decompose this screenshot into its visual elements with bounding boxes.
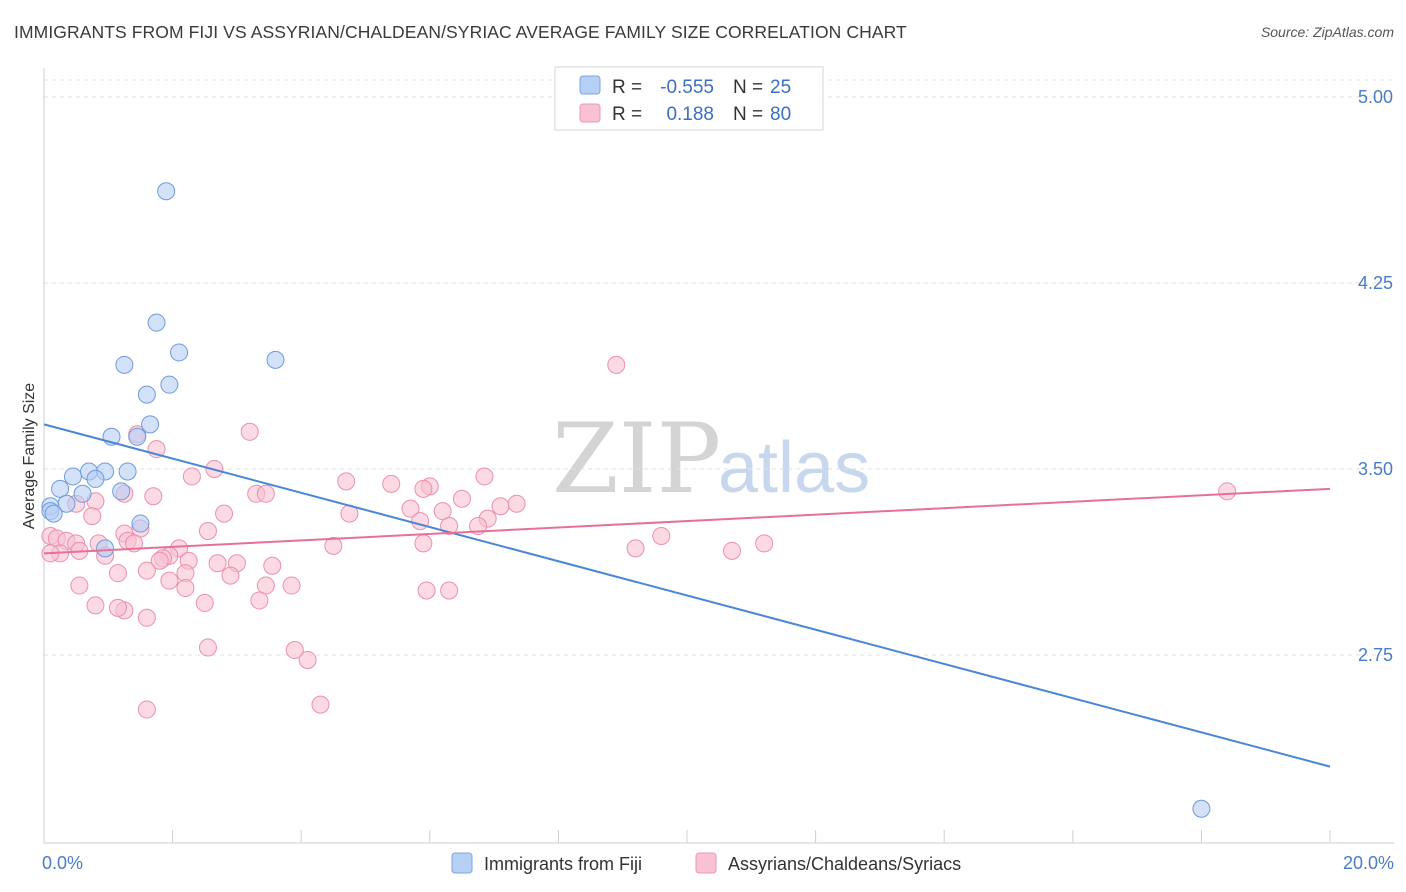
legend-r-value-fiji: -0.555	[660, 77, 714, 98]
fiji-point-17	[113, 483, 130, 500]
fiji-point-10	[64, 468, 81, 485]
assyrians-point-38	[756, 535, 773, 552]
assyrians-point-67	[87, 597, 104, 614]
correlation-legend: R = -0.555 N = 25 R = 0.188 N = 80	[555, 67, 823, 130]
fiji-point-2	[116, 356, 133, 373]
watermark-zip: ZIP	[552, 403, 721, 515]
series-legend: Immigrants from Fiji Assyrians/Chaldeans…	[452, 853, 961, 874]
assyrians-point-16	[492, 498, 509, 515]
assyrians-point-55	[109, 565, 126, 582]
assyrians-point-7	[383, 475, 400, 492]
fiji-point-0	[158, 183, 175, 200]
y-tick-label-0: 5.00	[1358, 87, 1393, 107]
legend-n-label-fiji: N =	[733, 77, 763, 98]
fiji-point-6	[161, 376, 178, 393]
fiji-point-1	[148, 314, 165, 331]
assyrians-point-0	[608, 356, 625, 373]
assyrians-point-69	[109, 599, 126, 616]
assyrians-point-65	[251, 592, 268, 609]
grid-lines	[44, 80, 1394, 655]
assyrians-point-75	[312, 696, 329, 713]
assyrians-point-12	[145, 488, 162, 505]
assyrians-point-79	[257, 485, 274, 502]
assyrians-point-21	[84, 508, 101, 525]
assyrians-point-29	[653, 527, 670, 544]
assyrians-point-70	[138, 609, 155, 626]
fiji-point-21	[45, 505, 62, 522]
assyrians-point-59	[161, 572, 178, 589]
assyrians-point-54	[138, 562, 155, 579]
y-tick-labels: 5.00 4.25 3.50 2.75	[1358, 87, 1393, 665]
fiji-point-13	[119, 463, 136, 480]
bottom-legend-label-fiji: Immigrants from Fiji	[484, 854, 642, 874]
y-axis-label: Average Family Size	[21, 383, 38, 530]
fiji-point-9	[129, 428, 146, 445]
bottom-legend-swatch-fiji	[452, 853, 472, 873]
legend-r-label-fiji: R =	[612, 77, 642, 98]
legend-swatch-fiji	[580, 76, 600, 94]
assyrians-point-19	[216, 505, 233, 522]
fiji-point-4	[267, 351, 284, 368]
fiji-point-24	[1193, 800, 1210, 817]
assyrians-point-37	[415, 535, 432, 552]
y-tick-label-3: 2.75	[1358, 645, 1393, 665]
assyrians-point-77	[476, 468, 493, 485]
assyrians-point-63	[418, 582, 435, 599]
y-tick-label-1: 4.25	[1358, 273, 1393, 293]
assyrians-point-64	[441, 582, 458, 599]
legend-n-label-assyrians: N =	[733, 104, 763, 125]
bottom-legend-swatch-assyrians	[696, 853, 716, 873]
bottom-legend-label-assyrians: Assyrians/Chaldeans/Syriacs	[728, 854, 961, 874]
legend-swatch-assyrians	[580, 104, 600, 122]
fiji-point-22	[132, 515, 149, 532]
assyrians-point-57	[222, 567, 239, 584]
watermark-atlas: atlas	[718, 428, 870, 508]
assyrians-point-74	[138, 701, 155, 718]
assyrians-point-42	[724, 542, 741, 559]
fiji-point-3	[171, 344, 188, 361]
assyrians-point-62	[283, 577, 300, 594]
legend-n-value-assyrians: 80	[770, 104, 791, 125]
legend-r-value-assyrians: 0.188	[666, 104, 714, 125]
assyrians-point-27	[199, 523, 216, 540]
assyrians-point-78	[508, 495, 525, 512]
assyrians-point-6	[338, 473, 355, 490]
x-tick-label-min: 0.0%	[42, 853, 83, 873]
x-tick-label-max: 20.0%	[1343, 853, 1394, 873]
assyrians-point-66	[196, 594, 213, 611]
fiji-point-7	[142, 416, 159, 433]
fiji-point-16	[74, 485, 91, 502]
assyrians-point-53	[264, 557, 281, 574]
legend-n-value-fiji: 25	[770, 77, 791, 98]
fiji-point-23	[97, 540, 114, 557]
fiji-point-14	[87, 470, 104, 487]
assyrians-point-5	[183, 468, 200, 485]
assyrians-point-73	[299, 651, 316, 668]
legend-r-label-assyrians: R =	[612, 104, 642, 125]
assyrians-point-60	[177, 580, 194, 597]
fiji-point-5	[138, 386, 155, 403]
assyrians-point-40	[627, 540, 644, 557]
assyrians-point-76	[1219, 483, 1236, 500]
assyrians-point-1	[241, 423, 258, 440]
assyrians-point-51	[209, 555, 226, 572]
x-ticks	[44, 830, 1330, 843]
chart-canvas: ZIP atlas 5.00 4.25 3.50 2.75 0.0% 20.0% Av…	[0, 0, 1406, 892]
assyrians-point-71	[199, 639, 216, 656]
assyrians-point-58	[71, 577, 88, 594]
assyrians-point-11	[453, 490, 470, 507]
y-tick-label-2: 3.50	[1358, 459, 1393, 479]
assyrians-point-9	[415, 480, 432, 497]
